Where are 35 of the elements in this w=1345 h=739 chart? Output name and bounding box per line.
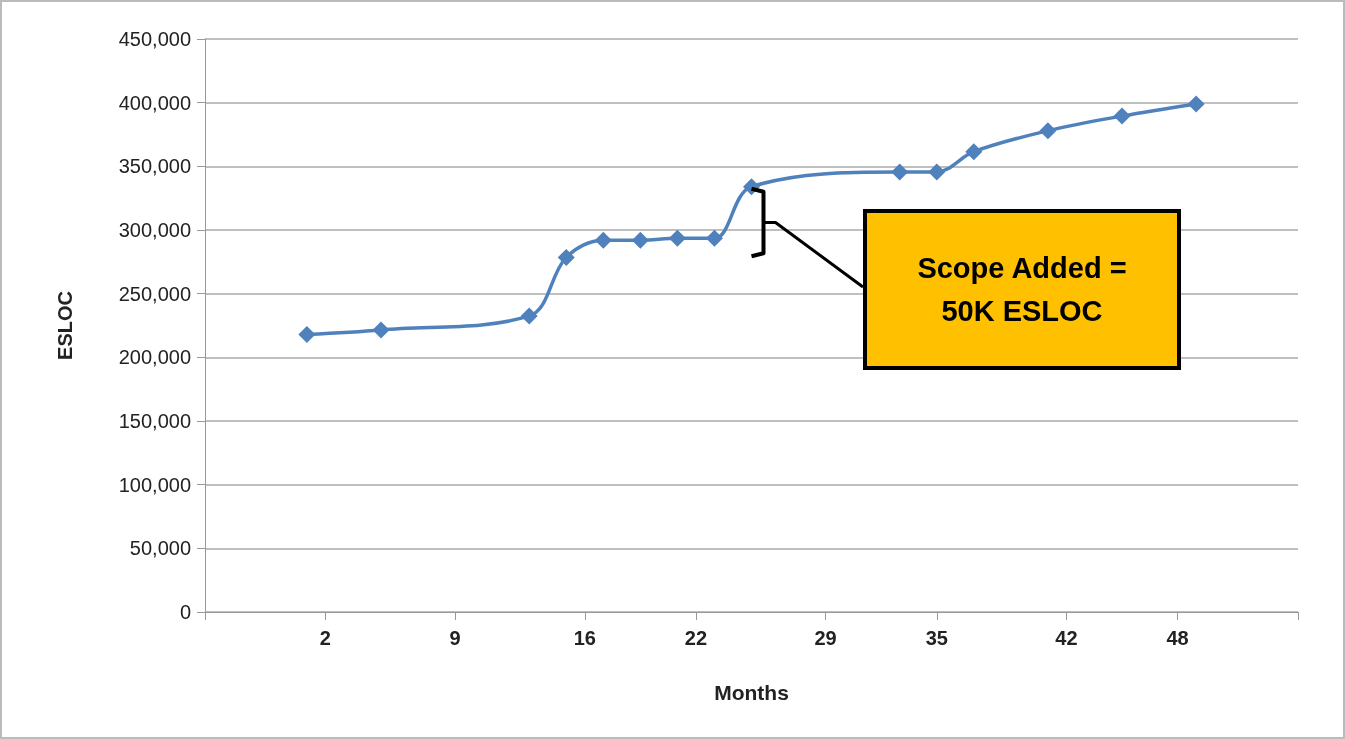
point (928, 163, 946, 181)
y-tick-label: 450,000 (118, 28, 191, 50)
y-tick-label: 350,000 (118, 155, 191, 178)
point (1187, 95, 1205, 113)
point (705, 229, 723, 247)
point (891, 163, 909, 181)
point (631, 231, 649, 249)
point (298, 325, 316, 343)
point (372, 321, 390, 339)
point (1113, 107, 1131, 125)
x-axis-title: Months (714, 681, 789, 704)
callout-box: Scope Added = 50K ESLOC (863, 209, 1181, 370)
point (965, 143, 983, 161)
point (1039, 122, 1057, 140)
point (594, 231, 612, 249)
y-axis-title: ESLOC (54, 291, 76, 360)
x-tick-label: 22 (684, 627, 708, 649)
y-tick-label: 150,000 (118, 410, 191, 432)
y-tick-label: 250,000 (118, 282, 191, 305)
point (668, 229, 686, 247)
y-tick-label: 300,000 (118, 219, 191, 241)
y-tick-label: 400,000 (118, 91, 191, 114)
x-tick-label: 29 (814, 627, 837, 649)
x-tick-label: 48 (1166, 627, 1189, 649)
x-tick-label: 42 (1055, 627, 1078, 649)
point (557, 248, 575, 266)
x-tick-label: 16 (573, 627, 596, 649)
y-tick-label: 50,000 (129, 537, 191, 560)
x-tick-label: 9 (449, 627, 461, 649)
x-tick-label: 2 (319, 627, 331, 649)
y-tick-label: 0 (179, 601, 191, 623)
y-tick-label: 100,000 (118, 473, 191, 496)
point (520, 307, 538, 325)
x-tick-label: 35 (925, 627, 948, 649)
y-tick-label: 200,000 (118, 346, 191, 369)
